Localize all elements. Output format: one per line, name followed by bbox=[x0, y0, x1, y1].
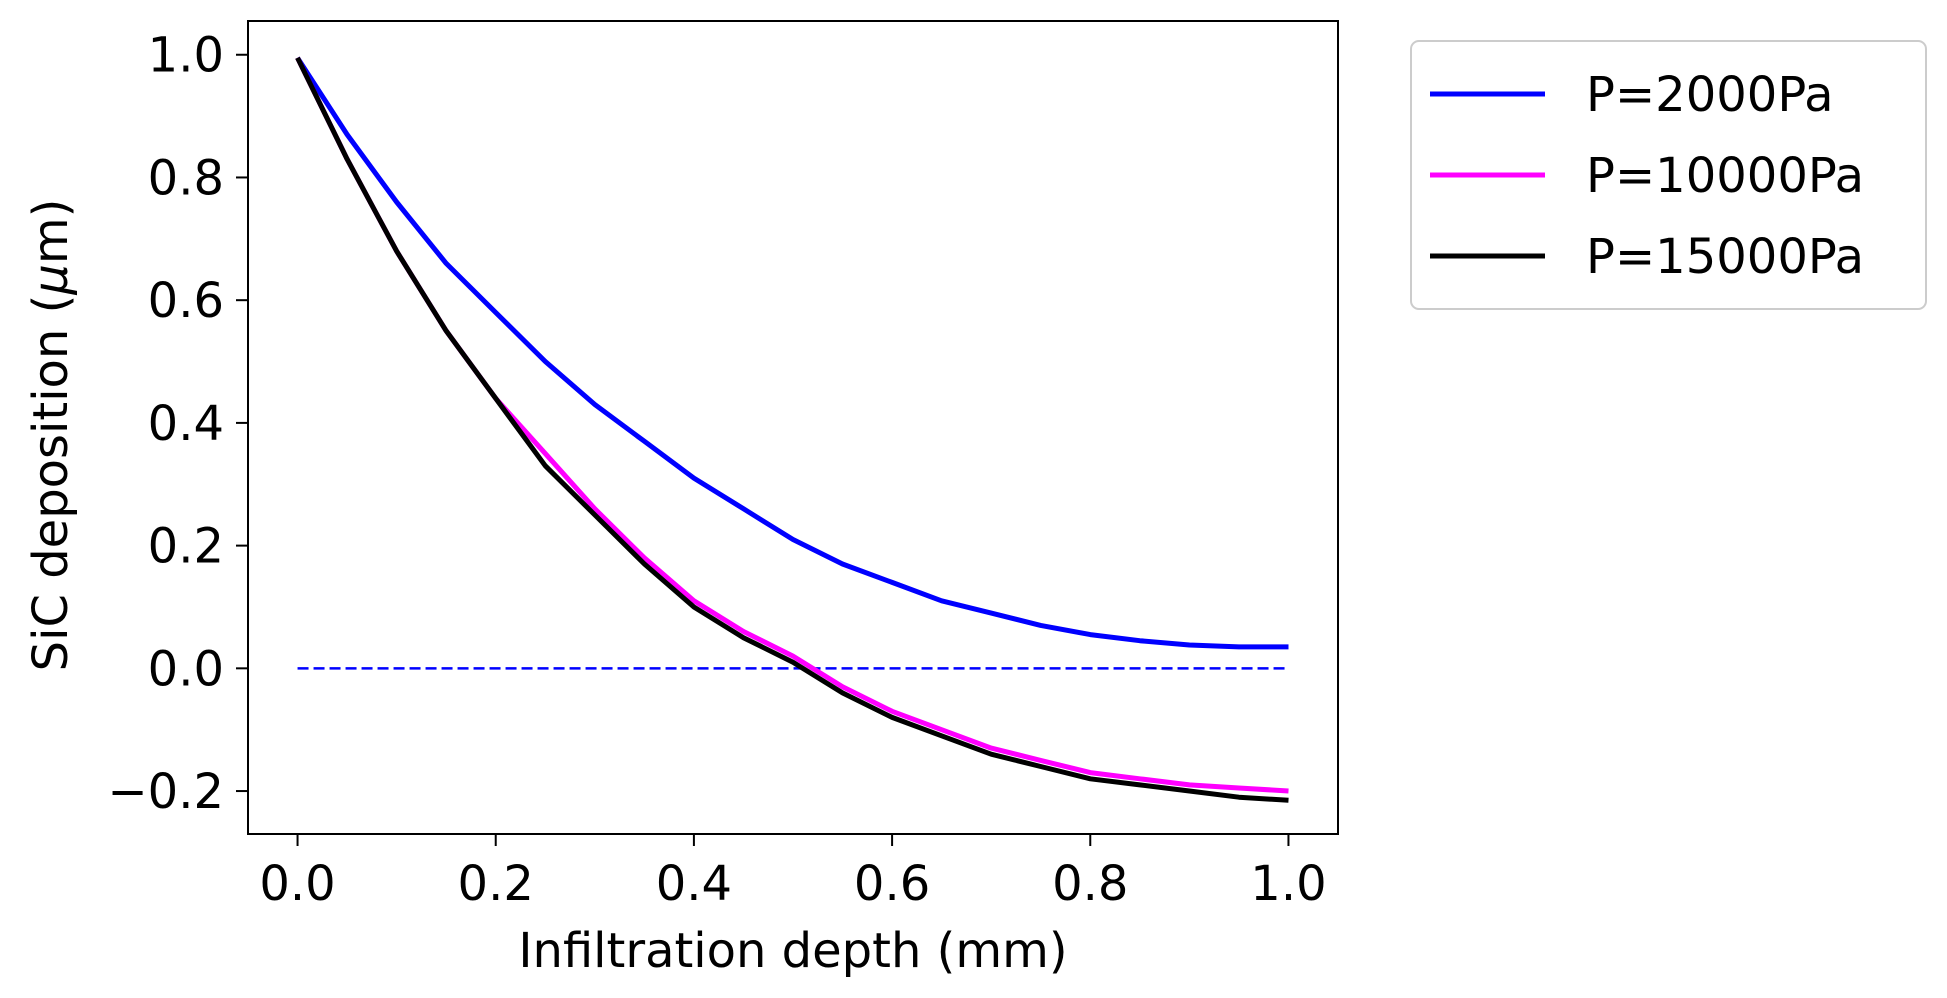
y-axis: 1.0 0.8 0.6 0.4 0.2 0.0 −0.2 bbox=[107, 28, 248, 820]
y-tick-label: 0.2 bbox=[148, 519, 224, 575]
x-tick-label: 0.6 bbox=[854, 856, 930, 912]
series-line-1 bbox=[295, 56, 1289, 650]
x-axis-title: Infiltration depth (mm) bbox=[518, 923, 1067, 979]
axes-frame bbox=[247, 20, 1339, 835]
x-tick-label: 1.0 bbox=[1250, 856, 1326, 912]
y-tick-label: 0.6 bbox=[148, 273, 224, 329]
y-tick-label: 1.0 bbox=[148, 28, 224, 84]
y-tick-label: 0.0 bbox=[148, 641, 224, 697]
legend-frame bbox=[1410, 40, 1927, 310]
x-tick-label: 0.4 bbox=[656, 856, 732, 912]
series-line-3 bbox=[295, 56, 1289, 803]
y-axis-title-text: SiC deposition ( bbox=[23, 295, 79, 672]
x-tick-label: 0.0 bbox=[259, 856, 335, 912]
y-axis-title: SiC deposition (μm) bbox=[23, 199, 79, 672]
x-tick-label: 0.2 bbox=[458, 856, 534, 912]
y-tick-label: 0.4 bbox=[148, 396, 224, 452]
legend: P=2000Pa P=10000Pa P=15000Pa bbox=[1410, 40, 1927, 310]
legend-label-2: P=10000Pa bbox=[1586, 148, 1864, 204]
plot-area bbox=[247, 20, 1339, 835]
x-tick-label: 0.8 bbox=[1052, 856, 1128, 912]
legend-label-3: P=15000Pa bbox=[1586, 229, 1864, 285]
y-axis-title-unit: m) bbox=[23, 199, 79, 264]
y-tick-label: −0.2 bbox=[107, 764, 224, 820]
x-axis: 0.0 0.2 0.4 0.6 0.8 1.0 bbox=[259, 834, 1327, 912]
y-tick-label: 0.8 bbox=[148, 150, 224, 206]
y-axis-title-symbol: μ bbox=[23, 264, 79, 296]
series-line-2 bbox=[295, 56, 1289, 794]
legend-label-1: P=2000Pa bbox=[1586, 67, 1834, 123]
